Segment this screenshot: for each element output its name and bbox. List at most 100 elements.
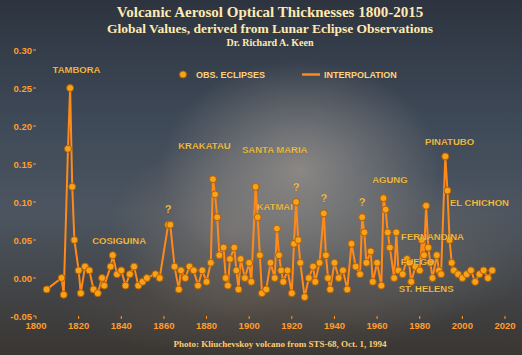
eclipse-point <box>335 275 342 282</box>
eclipse-point <box>109 252 116 259</box>
eclipse-point <box>288 290 295 297</box>
x-tick <box>78 316 79 319</box>
eclipse-point <box>241 275 248 282</box>
eclipse-point <box>384 229 391 236</box>
volcano-label: PINATUBO <box>425 136 474 147</box>
eclipse-point <box>339 267 346 274</box>
author: Dr. Richard A. Keen <box>226 37 314 48</box>
volcano-label: FERNANDINA <box>401 231 464 242</box>
eclipse-point <box>235 286 242 293</box>
eclipse-point <box>369 278 376 285</box>
eclipse-point <box>171 263 178 270</box>
volcano-label: ? <box>320 192 327 204</box>
volcano-label: SANTA MARIA <box>242 144 308 155</box>
x-tick-label: 2000 <box>452 320 473 331</box>
eclipse-point <box>399 271 406 278</box>
eclipse-point <box>325 275 332 282</box>
eclipse-point <box>69 183 76 190</box>
y-tick <box>33 202 36 203</box>
eclipse-point <box>284 267 291 274</box>
eclipse-point <box>43 286 50 293</box>
eclipse-point <box>331 259 338 266</box>
eclipse-point <box>380 195 387 202</box>
eclipse-point <box>107 263 114 270</box>
eclipse-point <box>263 286 270 293</box>
eclipse-point <box>374 259 381 266</box>
x-tick-label: 1980 <box>409 320 430 331</box>
eclipse-point <box>233 267 240 274</box>
volcano-label: EL CHICHON <box>450 197 509 208</box>
y-tick-label: 0.10 <box>14 197 33 208</box>
eclipse-point <box>209 176 216 183</box>
y-tick <box>33 240 36 241</box>
eclipse-point <box>367 248 374 255</box>
eclipse-point <box>207 259 214 266</box>
eclipse-point <box>199 267 206 274</box>
eclipse-point <box>75 267 82 274</box>
y-tick <box>33 50 36 51</box>
volcano-label: ? <box>293 181 300 193</box>
x-tick-label: 2020 <box>494 320 515 331</box>
legend: OBS. ECLIPSES INTERPOLATION <box>180 70 397 80</box>
eclipse-point <box>293 199 300 206</box>
x-tick <box>334 316 335 319</box>
volcano-label: TAMBORA <box>53 64 101 75</box>
eclipse-point <box>216 252 223 259</box>
eclipse-point <box>256 252 263 259</box>
eclipse-point <box>226 256 233 263</box>
eclipse-point <box>131 263 138 270</box>
eclipse-point <box>67 85 74 92</box>
eclipse-point <box>122 282 129 289</box>
eclipse-point <box>305 275 312 282</box>
eclipse-point <box>267 259 274 266</box>
eclipse-point <box>361 229 368 236</box>
eclipse-point <box>359 214 366 221</box>
eclipse-point <box>322 252 329 259</box>
eclipse-point <box>143 275 150 282</box>
legend-marker <box>180 71 187 78</box>
eclipse-point <box>423 202 430 209</box>
legend-label: OBS. ECLIPSES <box>196 70 265 80</box>
eclipse-point <box>425 244 432 251</box>
eclipse-point <box>101 282 108 289</box>
eclipse-point <box>320 210 327 217</box>
eclipse-point <box>316 259 323 266</box>
eclipse-point <box>348 240 355 247</box>
eclipse-point <box>167 221 174 228</box>
title: Volcanic Aerosol Optical Thicknesses 180… <box>117 4 423 20</box>
y-tick <box>33 164 36 165</box>
x-tick <box>206 316 207 319</box>
eclipse-point <box>386 244 393 251</box>
eclipse-point <box>484 275 491 282</box>
eclipse-point <box>480 267 487 274</box>
eclipse-point <box>156 275 163 282</box>
eclipse-point <box>254 214 261 221</box>
eclipse-point <box>86 267 93 274</box>
eclipse-point <box>214 214 221 221</box>
eclipse-point <box>378 282 385 289</box>
eclipse-point <box>327 286 334 293</box>
x-tick-label: 1840 <box>111 320 132 331</box>
eclipse-point <box>246 259 253 266</box>
eclipse-point <box>99 275 106 282</box>
y-tick <box>33 88 36 89</box>
eclipse-point <box>352 263 359 270</box>
legend-label: INTERPOLATION <box>324 70 397 80</box>
subtitle: Global Values, derived from Lunar Eclips… <box>107 21 433 36</box>
eclipse-point <box>416 267 423 274</box>
eclipse-point <box>312 278 319 285</box>
eclipse-point <box>297 259 304 266</box>
eclipse-point <box>252 183 259 190</box>
y-tick-label: 0.30 <box>14 45 33 56</box>
y-tick <box>33 126 36 127</box>
x-tick-label: 1900 <box>239 320 260 331</box>
eclipse-point <box>429 275 436 282</box>
x-tick-label: 1800 <box>25 320 46 331</box>
eclipse-point <box>301 294 308 301</box>
eclipse-point <box>203 278 210 285</box>
y-tick-label: 0.15 <box>14 159 33 170</box>
eclipse-point <box>237 256 244 263</box>
x-tick-label: 1860 <box>153 320 174 331</box>
volcano-label: ST. HELENS <box>399 283 454 294</box>
eclipse-point <box>231 244 238 251</box>
